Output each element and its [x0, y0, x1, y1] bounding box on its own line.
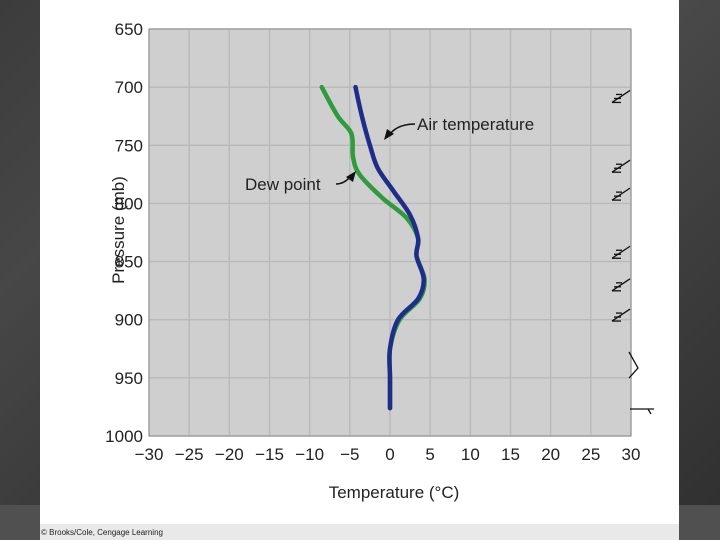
dew-point-annotation: Dew point [245, 175, 321, 194]
image-credit: © Brooks/Cole, Cengage Learning [41, 528, 163, 537]
plot-border [148, 28, 632, 437]
credit-strip [40, 524, 679, 540]
y-tick-label: 900 [115, 311, 143, 330]
y-tick-label: 950 [115, 369, 143, 388]
x-tick-label: −15 [255, 445, 284, 464]
wind-barb-icon [611, 308, 631, 322]
x-tick-label: −10 [295, 445, 324, 464]
x-tick-label: 0 [385, 445, 394, 464]
x-tick-label: −20 [215, 445, 244, 464]
x-tick-label: −25 [175, 445, 204, 464]
wind-barb-calm-icon [630, 408, 654, 415]
wind-barb-icon [611, 159, 631, 173]
y-tick-label: 700 [115, 78, 143, 97]
air-temperature-arrowhead [384, 129, 394, 140]
x-tick-label: 25 [581, 445, 600, 464]
y-tick-label: 800 [115, 194, 143, 213]
y-tick-label: 750 [115, 136, 143, 155]
dew-point-arrowhead [346, 171, 356, 182]
x-tick-label: −5 [340, 445, 359, 464]
air-temperature-line [353, 84, 426, 411]
wind-barb-icon [611, 89, 631, 104]
y-tick-label: 1000 [105, 427, 143, 446]
wind-barb-icon [611, 245, 631, 259]
slide-background-left [0, 0, 40, 540]
x-tick-label: 10 [461, 445, 480, 464]
air-temperature-annotation: Air temperature [417, 115, 534, 134]
x-tick-label: 30 [622, 445, 641, 464]
x-tick-label: 15 [501, 445, 520, 464]
sounding-chart: Air temperature Dew point −30 −25 −20 −15 −10… [105, 20, 654, 502]
wind-barb-partial-icon [628, 351, 639, 379]
y-axis-label: Pressure (mb) [109, 176, 128, 284]
x-axis-label: Temperature (°C) [329, 483, 460, 502]
wind-barb-icon [611, 187, 631, 201]
x-tick-label: −30 [135, 445, 164, 464]
y-tick-label: 650 [115, 20, 143, 39]
x-tick-label: 5 [425, 445, 434, 464]
wind-barb-icon [611, 278, 631, 292]
x-tick-label: 20 [541, 445, 560, 464]
figure-panel: Air temperature Dew point −30 −25 −20 −15 −10… [40, 0, 679, 524]
slide-background-right [679, 0, 720, 540]
y-tick-label: 850 [115, 253, 143, 272]
